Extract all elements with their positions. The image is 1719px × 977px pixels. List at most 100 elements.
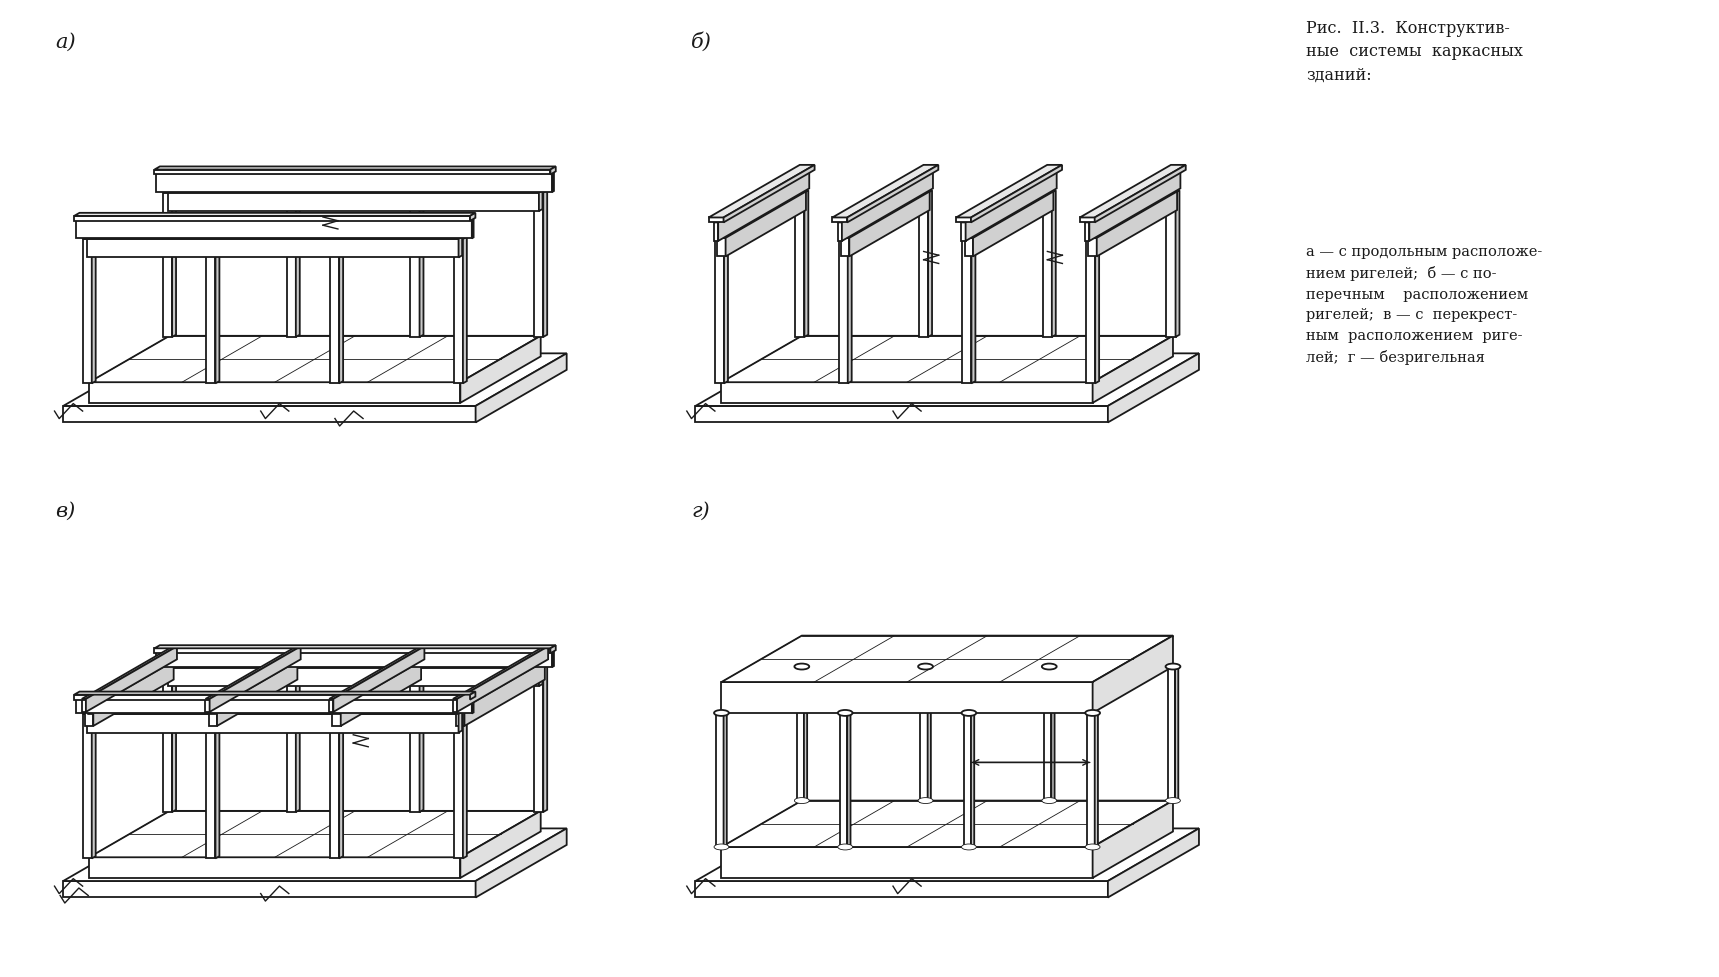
Polygon shape	[88, 712, 462, 714]
Polygon shape	[84, 661, 174, 707]
Polygon shape	[1095, 166, 1186, 223]
Polygon shape	[469, 692, 476, 700]
Polygon shape	[717, 712, 727, 714]
Polygon shape	[1093, 801, 1172, 878]
Polygon shape	[172, 191, 175, 338]
Polygon shape	[454, 239, 462, 384]
Polygon shape	[456, 661, 545, 707]
Polygon shape	[1088, 238, 1097, 257]
Polygon shape	[1167, 193, 1176, 338]
Polygon shape	[796, 191, 808, 193]
Polygon shape	[89, 811, 541, 858]
Ellipse shape	[1042, 664, 1057, 670]
Polygon shape	[964, 712, 975, 714]
Polygon shape	[411, 668, 419, 812]
Polygon shape	[535, 665, 547, 668]
Polygon shape	[1107, 354, 1198, 423]
Polygon shape	[847, 166, 939, 223]
Polygon shape	[1088, 192, 1178, 238]
Polygon shape	[963, 239, 971, 384]
Polygon shape	[471, 220, 474, 239]
Polygon shape	[796, 668, 804, 802]
Polygon shape	[330, 239, 339, 384]
Ellipse shape	[713, 710, 729, 716]
Polygon shape	[696, 406, 1107, 423]
Polygon shape	[287, 193, 296, 338]
Ellipse shape	[794, 664, 810, 670]
Polygon shape	[83, 239, 91, 384]
Polygon shape	[476, 828, 567, 898]
Polygon shape	[89, 858, 461, 878]
Polygon shape	[1167, 668, 1176, 802]
Polygon shape	[476, 354, 567, 423]
Polygon shape	[215, 237, 220, 384]
Text: в): в)	[55, 501, 76, 521]
Polygon shape	[83, 700, 86, 712]
Polygon shape	[411, 665, 423, 668]
Polygon shape	[155, 646, 555, 649]
Polygon shape	[964, 238, 973, 257]
Polygon shape	[340, 661, 421, 726]
Polygon shape	[961, 171, 1057, 223]
Polygon shape	[459, 712, 462, 733]
Ellipse shape	[713, 844, 729, 850]
Polygon shape	[841, 714, 847, 848]
Polygon shape	[552, 173, 554, 192]
Polygon shape	[462, 237, 468, 384]
Polygon shape	[841, 192, 930, 238]
Polygon shape	[454, 237, 468, 239]
Polygon shape	[76, 698, 474, 699]
Polygon shape	[76, 220, 474, 221]
Polygon shape	[461, 811, 541, 878]
Polygon shape	[719, 171, 810, 241]
Polygon shape	[550, 646, 555, 654]
Polygon shape	[83, 237, 96, 239]
Polygon shape	[708, 218, 724, 223]
Polygon shape	[696, 881, 1107, 898]
Polygon shape	[839, 237, 851, 239]
Polygon shape	[206, 239, 215, 384]
Ellipse shape	[918, 798, 933, 804]
Polygon shape	[722, 383, 1093, 404]
Polygon shape	[535, 193, 543, 338]
Polygon shape	[847, 237, 851, 384]
Polygon shape	[928, 191, 932, 338]
Polygon shape	[88, 237, 462, 239]
Polygon shape	[966, 171, 1057, 241]
Polygon shape	[411, 191, 423, 193]
Polygon shape	[713, 223, 719, 241]
Polygon shape	[91, 237, 96, 384]
Polygon shape	[1086, 239, 1095, 384]
Polygon shape	[696, 354, 1198, 406]
Ellipse shape	[918, 664, 933, 670]
Polygon shape	[452, 700, 457, 712]
Polygon shape	[540, 666, 543, 687]
Polygon shape	[956, 166, 1062, 218]
Polygon shape	[84, 707, 93, 726]
Polygon shape	[1090, 171, 1181, 241]
Polygon shape	[543, 191, 547, 338]
Polygon shape	[1093, 336, 1172, 404]
Polygon shape	[1085, 223, 1090, 241]
Polygon shape	[454, 714, 462, 859]
Polygon shape	[1043, 666, 1054, 668]
Ellipse shape	[794, 798, 810, 804]
Polygon shape	[457, 647, 548, 712]
Polygon shape	[722, 336, 1172, 383]
Polygon shape	[725, 192, 806, 257]
Polygon shape	[724, 166, 815, 223]
Polygon shape	[796, 666, 808, 668]
Text: а): а)	[55, 32, 76, 52]
Polygon shape	[804, 191, 808, 338]
Polygon shape	[920, 666, 932, 668]
Polygon shape	[208, 661, 297, 707]
Polygon shape	[708, 166, 815, 218]
Polygon shape	[961, 223, 966, 241]
Polygon shape	[1052, 191, 1055, 338]
Ellipse shape	[961, 710, 976, 716]
Polygon shape	[724, 712, 727, 848]
Polygon shape	[973, 192, 1054, 257]
Polygon shape	[837, 223, 842, 241]
Polygon shape	[333, 647, 425, 712]
Polygon shape	[471, 698, 474, 714]
